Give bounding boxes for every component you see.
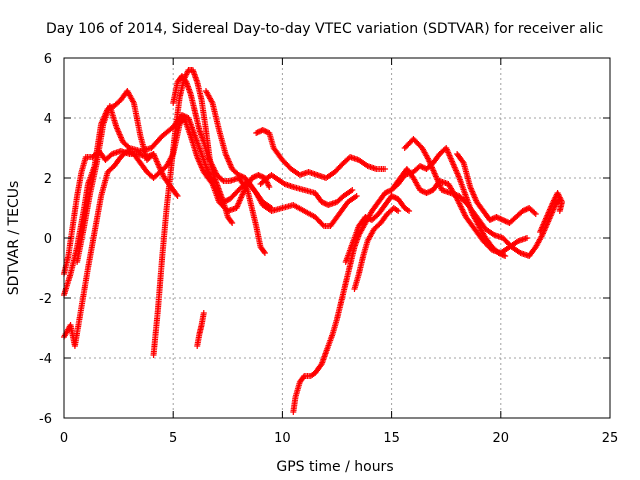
data-point [229, 220, 236, 226]
y-tick-label: -6 [39, 412, 52, 427]
x-tick-label: 0 [60, 431, 68, 446]
data-point [524, 235, 531, 241]
series-arc-5 [150, 67, 236, 358]
series-arc-3 [61, 115, 273, 349]
series-arc-13 [351, 205, 402, 292]
y-tick-label: 0 [44, 232, 52, 247]
series-arc-9 [253, 127, 389, 181]
x-tick-label: 5 [169, 431, 177, 446]
data-point [174, 193, 181, 199]
data-marks [61, 67, 565, 415]
data-point [395, 208, 402, 214]
y-tick-label: 6 [44, 52, 52, 67]
series-arc-8 [202, 88, 275, 211]
y-tick-label: 4 [44, 112, 52, 127]
series-arc-17 [537, 190, 565, 235]
series-arc-16 [454, 151, 539, 226]
y-tick-label: -4 [39, 352, 52, 367]
data-point [502, 253, 509, 259]
data-point [382, 166, 389, 172]
data-point [173, 191, 180, 198]
data-point [406, 208, 413, 214]
series-arc-7 [194, 310, 207, 349]
series-arc-12 [342, 193, 413, 265]
data-point [261, 250, 268, 256]
data-point [200, 310, 207, 316]
y-axis-label: SDTVAR / TECUs [6, 181, 22, 296]
chart-title: Day 106 of 2014, Sidereal Day-to-day VTE… [46, 21, 603, 37]
series-arc-10 [257, 172, 356, 208]
data-point [266, 184, 273, 190]
data-point [531, 209, 538, 216]
data-point [532, 211, 539, 217]
data-point [261, 248, 268, 255]
x-axis-label: GPS time / hours [276, 459, 393, 475]
x-tick-label: 15 [383, 431, 400, 446]
series-arc-15 [401, 136, 563, 259]
y-tick-label: 2 [44, 172, 52, 187]
data-point [353, 193, 360, 199]
x-tick-label: 10 [274, 431, 291, 446]
x-tick-label: 20 [493, 431, 510, 446]
axis-ticks: 0 5 10 15 20 25 -6 -4 -2 0 2 4 6 [39, 52, 618, 446]
data-point [219, 176, 226, 183]
x-tick-label: 25 [602, 431, 619, 446]
data-point [459, 158, 466, 165]
y-tick-label: -2 [39, 292, 52, 307]
data-point [181, 113, 188, 120]
data-point [319, 221, 326, 228]
data-point [268, 205, 275, 211]
data-point [556, 208, 563, 214]
data-point [228, 218, 235, 225]
data-point [243, 185, 250, 192]
data-point [349, 187, 356, 193]
series-arc-4 [74, 103, 360, 265]
